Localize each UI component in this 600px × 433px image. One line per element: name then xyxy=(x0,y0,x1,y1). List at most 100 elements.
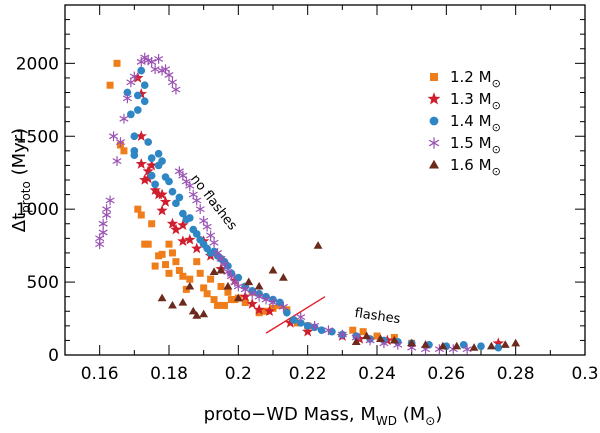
data-point xyxy=(108,131,119,142)
data-point xyxy=(351,337,361,345)
data-point xyxy=(168,249,176,257)
data-point xyxy=(354,333,366,344)
legend-sun: ⊙ xyxy=(492,121,501,134)
data-point xyxy=(195,204,205,215)
data-point xyxy=(106,81,114,89)
data-point xyxy=(223,266,233,277)
series-1-2 xyxy=(106,59,416,347)
data-point xyxy=(202,221,212,232)
data-point xyxy=(149,184,161,196)
y-tick-label: 2000 xyxy=(16,54,59,74)
legend-sun: ⊙ xyxy=(492,99,501,112)
data-point xyxy=(119,113,129,124)
data-point xyxy=(133,91,142,100)
x-axis-title: proto−WD Mass, MWD (M⊙) xyxy=(204,404,443,428)
data-point xyxy=(142,172,154,184)
data-point xyxy=(373,332,381,340)
data-point xyxy=(120,147,128,155)
data-point xyxy=(162,261,170,269)
data-point xyxy=(181,176,191,187)
data-point xyxy=(185,214,194,222)
data-point xyxy=(313,241,323,249)
data-point xyxy=(130,132,139,141)
legend-sun: ⊙ xyxy=(492,143,501,156)
data-point xyxy=(254,291,264,302)
data-point xyxy=(177,235,189,247)
data-point xyxy=(147,171,156,180)
series-1-6 xyxy=(157,241,521,351)
data-point xyxy=(175,193,184,202)
data-point xyxy=(224,288,232,296)
data-point xyxy=(146,159,158,171)
data-point xyxy=(177,219,189,231)
data-point xyxy=(203,290,211,298)
data-point xyxy=(462,344,472,355)
data-point xyxy=(500,340,510,348)
data-point xyxy=(158,157,166,165)
data-point xyxy=(154,149,163,158)
data-point xyxy=(136,56,146,67)
data-point xyxy=(303,321,312,330)
x-tick-label: 0.3 xyxy=(571,364,598,384)
data-point xyxy=(174,166,184,177)
y-tick-label: 500 xyxy=(27,273,59,293)
data-point xyxy=(151,180,159,189)
data-point xyxy=(137,66,146,75)
data-point xyxy=(188,306,198,315)
data-point xyxy=(452,341,462,350)
data-point xyxy=(246,298,258,309)
data-point xyxy=(492,337,504,349)
data-point xyxy=(133,106,142,114)
legend-label: 1.2 M xyxy=(450,68,492,86)
data-point xyxy=(262,307,270,315)
flash-boundary-line xyxy=(265,296,326,334)
data-point xyxy=(310,320,320,331)
data-point xyxy=(296,312,306,322)
legend-label: 1.5 M xyxy=(450,134,492,152)
data-point xyxy=(127,110,135,119)
data-point xyxy=(186,275,194,283)
data-point xyxy=(214,301,222,309)
data-point xyxy=(151,262,159,270)
data-point xyxy=(115,137,126,147)
data-point xyxy=(223,281,233,290)
data-point xyxy=(317,326,326,335)
data-point xyxy=(113,59,121,67)
x-axis-title-sub: WD xyxy=(376,414,397,428)
data-point xyxy=(196,269,204,277)
data-point xyxy=(199,309,209,318)
legend-marker xyxy=(428,159,440,169)
x-axis-title-sun: ⊙ xyxy=(425,414,435,428)
data-point xyxy=(167,77,178,88)
legend-entry: 1.6 M⊙ xyxy=(450,156,501,178)
x-axis-title-mid: (M xyxy=(397,404,425,425)
data-point xyxy=(241,299,249,306)
data-point xyxy=(284,316,296,328)
legend-entry: 1.4 M⊙ xyxy=(450,112,501,134)
data-point xyxy=(171,84,181,95)
data-point xyxy=(283,308,291,317)
data-point xyxy=(459,340,468,349)
data-point xyxy=(255,309,263,317)
data-point xyxy=(192,311,202,319)
data-point xyxy=(168,187,177,196)
y-axis-title-main: Δt xyxy=(9,213,30,232)
data-point xyxy=(159,195,172,207)
data-point xyxy=(193,258,201,266)
data-point xyxy=(233,281,243,292)
data-point xyxy=(216,265,226,274)
divider-line xyxy=(265,296,326,334)
data-point xyxy=(140,97,149,106)
data-point xyxy=(239,290,251,302)
data-point xyxy=(123,88,132,97)
data-point xyxy=(102,204,112,215)
data-point xyxy=(207,275,215,283)
x-tick-label: 0.24 xyxy=(358,364,396,384)
data-point xyxy=(156,188,168,200)
data-point xyxy=(150,64,160,75)
axis-tick-labels: 0.16 0.18 0.2 0.22 0.24 0.26 0.28 0.3 0 500 1000 15… xyxy=(16,54,599,384)
data-point xyxy=(129,71,139,82)
x-tick-label: 0.16 xyxy=(81,364,119,384)
data-point xyxy=(192,230,201,238)
